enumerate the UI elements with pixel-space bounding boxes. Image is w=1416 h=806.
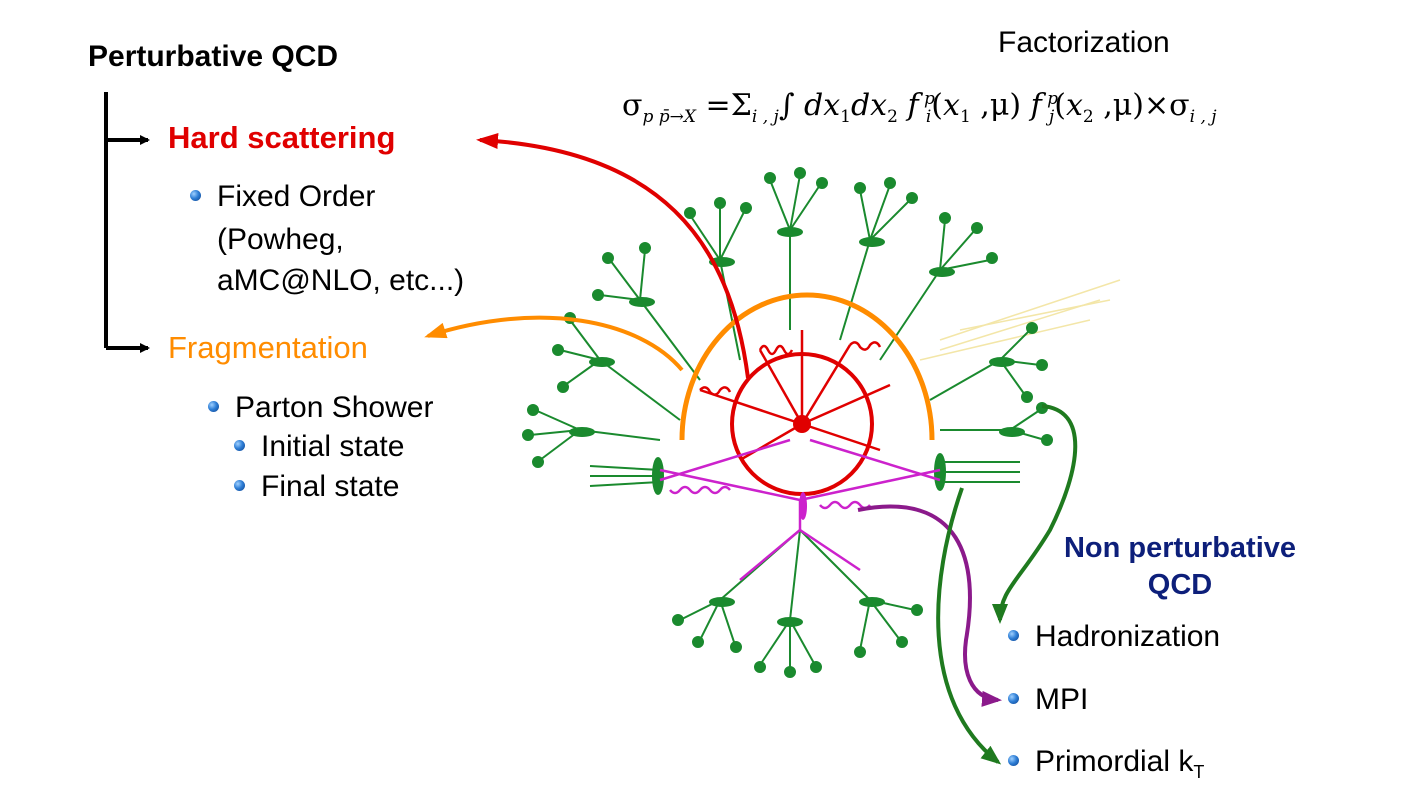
jet-bottom-3 xyxy=(799,529,923,658)
perturbative-qcd-title: Perturbative QCD xyxy=(88,40,339,73)
jet-left-1 xyxy=(552,312,681,421)
final-state-item: Final state xyxy=(234,470,399,504)
jet-top-2 xyxy=(764,167,828,330)
fragmentation-arc xyxy=(679,292,935,441)
hard-process xyxy=(699,330,891,496)
initial-state-item: Initial state xyxy=(234,430,404,464)
bullet-icon xyxy=(234,479,245,491)
hard-scattering-label: Hard scattering xyxy=(168,120,396,155)
jet-top-4 xyxy=(879,212,998,361)
mpi-label: MPI xyxy=(1035,683,1089,716)
bullet-icon xyxy=(208,400,219,412)
jet-right-1 xyxy=(929,322,1048,403)
fixed-order-line3: aMC@NLO, etc...) xyxy=(217,264,465,297)
factorization-title: Factorization xyxy=(998,26,1170,59)
jet-left-2 xyxy=(522,404,661,468)
hadronization-label: Hadronization xyxy=(1035,620,1221,653)
bullet-icon xyxy=(1008,629,1019,641)
fragmentation-label: Fragmentation xyxy=(168,330,368,365)
parton-shower-item: Parton Shower xyxy=(208,391,433,425)
bullet-icon xyxy=(1008,754,1019,766)
initial-state-label: Initial state xyxy=(261,430,405,463)
fixed-order-line1: Fixed Order xyxy=(217,180,376,213)
beam-left xyxy=(589,457,664,495)
fixed-order-item: Fixed Order xyxy=(190,180,375,214)
bullet-icon xyxy=(234,439,245,451)
primordial-kt-arrow xyxy=(936,487,1002,765)
hadron-jets xyxy=(522,167,1053,678)
jet-top-1 xyxy=(684,197,752,361)
factorization-formula: σp p̄→X =Σi , j∫ dx1dx2 f pi(x1 ,μ) f pj… xyxy=(622,88,1217,127)
jet-right-2 xyxy=(940,402,1053,446)
mpi-item: MPI xyxy=(1008,683,1088,717)
fragmentation-arrow xyxy=(424,315,684,372)
jet-top-3 xyxy=(839,177,918,341)
hard-scattering-arrow xyxy=(476,133,750,379)
hadronization-arrow xyxy=(992,404,1078,624)
perturbative-bracket xyxy=(104,92,150,353)
mpi-process xyxy=(659,438,941,581)
beam-right xyxy=(934,453,1020,491)
final-state-label: Final state xyxy=(261,470,400,503)
jet-bottom-2 xyxy=(754,529,822,678)
parton-shower-label: Parton Shower xyxy=(235,391,434,424)
primordial-kt-label: Primordial k xyxy=(1035,745,1194,778)
hadronization-item: Hadronization xyxy=(1008,620,1220,654)
bullet-icon xyxy=(190,189,201,201)
primordial-kt-item: Primordial kT xyxy=(1008,745,1204,783)
mpi-arrow xyxy=(857,504,1002,707)
kt-subscript: T xyxy=(1193,762,1205,782)
jet-bottom-1 xyxy=(672,529,801,653)
fixed-order-line2: (Powheg, xyxy=(217,223,344,256)
bullet-icon xyxy=(1008,692,1019,704)
jet-left-3 xyxy=(592,242,701,381)
non-perturbative-qcd-title: Non perturbative QCD xyxy=(1063,532,1297,601)
background-rays xyxy=(919,279,1121,361)
